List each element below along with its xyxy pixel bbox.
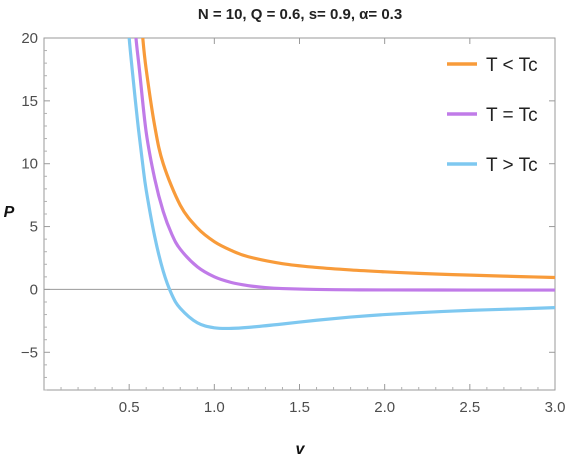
x-tick-label: 1.5 <box>289 399 310 416</box>
chart-title: N = 10, Q = 0.6, s= 0.9, α= 0.3 <box>198 6 402 23</box>
legend-label-1: T < Tc <box>486 55 538 76</box>
x-tick-label: 3.0 <box>545 399 566 416</box>
plot-area: 0.5 1.0 1.5 2.0 2.5 3.0 −5 0 5 10 15 20 T < Tc T = T… <box>21 30 566 416</box>
y-tick-label: 20 <box>21 30 38 47</box>
series-layer <box>127 38 555 331</box>
y-tick-label: −5 <box>21 344 38 361</box>
x-tick-label: 1.0 <box>204 399 225 416</box>
series-line-2 <box>134 38 555 292</box>
x-tick-label: 2.0 <box>374 399 395 416</box>
x-tick-label: 0.5 <box>119 399 140 416</box>
legend-label-2: T = Tc <box>486 105 538 126</box>
axes: 0.5 1.0 1.5 2.0 2.5 3.0 −5 0 5 10 15 20 <box>21 30 566 416</box>
series-line-3 <box>127 38 555 331</box>
y-axis-label: P <box>4 204 15 221</box>
plot-frame <box>43 37 556 391</box>
y-tick-label: 15 <box>21 93 38 110</box>
plot-border <box>43 37 556 391</box>
y-tick-label: 10 <box>21 156 38 173</box>
legend-label-3: T > Tc <box>486 155 538 176</box>
y-tick-label: 0 <box>30 281 38 298</box>
legend: T < Tc T = Tc T > Tc <box>447 55 538 176</box>
x-axis-label: v <box>296 441 306 458</box>
y-tick-label: 5 <box>30 219 38 236</box>
series-line-1 <box>141 38 555 280</box>
x-tick-label: 2.5 <box>459 399 480 416</box>
